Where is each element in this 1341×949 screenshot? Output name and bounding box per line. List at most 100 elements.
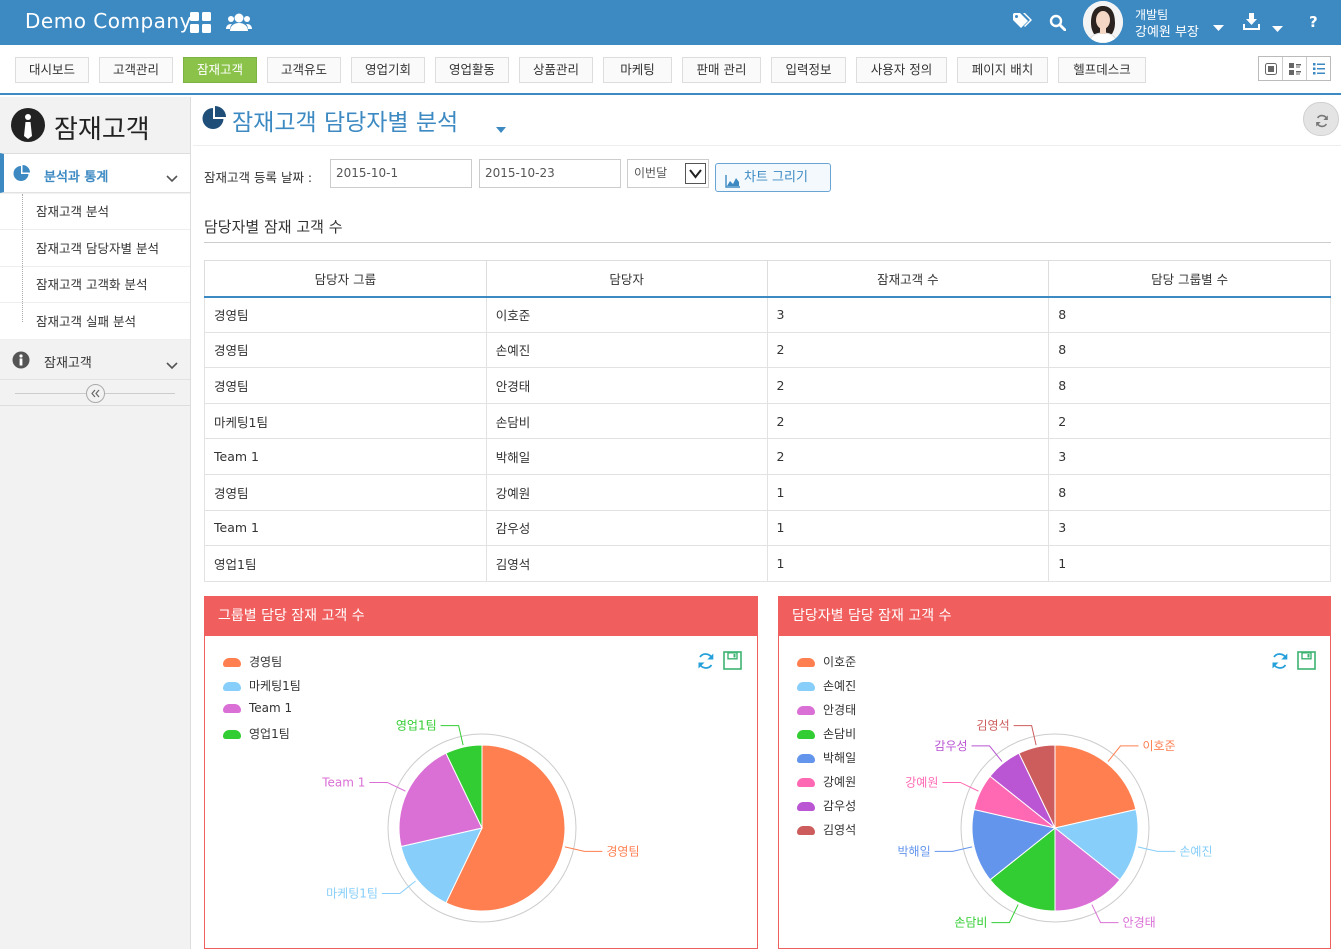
sidebar-section-analytics[interactable]: 분석과 통계 xyxy=(0,153,190,193)
legend-item[interactable]: 마케팅1팀 xyxy=(223,677,301,694)
legend-item[interactable]: 손담비 xyxy=(797,725,856,742)
pie-slice[interactable] xyxy=(1018,744,1056,829)
legend-item[interactable]: 감우성 xyxy=(797,797,856,814)
sidebar-item-lead-by-owner[interactable]: 잠재고객 담당자별 분석 xyxy=(0,230,190,267)
group-count-cell: 8 xyxy=(1048,473,1331,511)
single-view-icon[interactable] xyxy=(1259,57,1283,80)
legend-item[interactable]: 강예원 xyxy=(797,773,856,790)
legend-label: 안경태 xyxy=(823,703,857,717)
save-icon[interactable] xyxy=(723,651,742,674)
download-menu-caret-icon[interactable] xyxy=(1272,18,1283,37)
pie-slice[interactable] xyxy=(989,826,1056,912)
owner-cell: 박해일 xyxy=(485,438,768,475)
legend-item[interactable]: 김영석 xyxy=(797,821,856,838)
pie-slice[interactable] xyxy=(445,744,483,829)
column-header-owner[interactable]: 담당자 xyxy=(485,260,768,298)
menu-tab-leads[interactable]: 잠재고객 xyxy=(183,57,257,83)
table-row[interactable]: Team 1 박해일 2 3 xyxy=(204,438,1331,475)
pie-slice[interactable] xyxy=(1054,744,1137,829)
pie-slice[interactable] xyxy=(445,744,566,912)
brand-name[interactable]: Demo Company xyxy=(25,9,192,33)
table-row[interactable]: 마케팅1팀 손담비 2 2 xyxy=(204,402,1331,440)
legend-item[interactable]: Team 1 xyxy=(223,701,292,715)
end-date-input[interactable]: 2015-10-23 xyxy=(479,159,621,188)
sidebar-item-lead-analysis[interactable]: 잠재고객 분석 xyxy=(0,194,190,230)
user-avatar[interactable] xyxy=(1083,1,1123,43)
menu-tab-user-defined[interactable]: 사용자 정의 xyxy=(856,57,947,83)
legend-item[interactable]: 이호준 xyxy=(797,653,856,670)
save-icon[interactable] xyxy=(1297,651,1316,674)
table-row[interactable]: 경영팀 안경태 2 8 xyxy=(204,367,1331,404)
info-icon xyxy=(12,351,30,373)
group-cell: 영업1팀 xyxy=(204,545,487,582)
period-select-value: 이번달 xyxy=(634,166,668,180)
pie-slice[interactable] xyxy=(971,808,1057,881)
download-icon[interactable] xyxy=(1243,13,1260,34)
tile-view-icon[interactable] xyxy=(1283,57,1307,80)
menu-tab-helpdesk[interactable]: 헬프데스크 xyxy=(1058,57,1146,83)
users-icon[interactable] xyxy=(226,12,252,36)
sidebar-section-leads[interactable]: 잠재고객 xyxy=(0,340,190,380)
pie-label-line xyxy=(934,846,973,852)
menu-tab-opportunities[interactable]: 영업기회 xyxy=(351,57,425,83)
legend-label: 강예원 xyxy=(823,775,857,789)
sidebar-item-lead-conversion[interactable]: 잠재고객 고객화 분석 xyxy=(0,267,190,303)
tags-icon[interactable] xyxy=(1013,13,1032,34)
menu-tab-customers[interactable]: 고객관리 xyxy=(99,57,173,83)
start-date-input[interactable]: 2015-10-1 xyxy=(330,159,472,188)
legend-item[interactable]: 경영팀 xyxy=(223,653,282,670)
table-row[interactable]: Team 1 감우성 1 3 xyxy=(204,509,1331,547)
column-header-group-count[interactable]: 담당 그룹별 수 xyxy=(1048,260,1331,298)
help-icon[interactable]: ? xyxy=(1309,13,1319,34)
legend-label: 이호준 xyxy=(823,655,857,669)
menu-tab-input-info[interactable]: 입력정보 xyxy=(771,57,846,83)
menu-tab-customer-induction[interactable]: 고객유도 xyxy=(267,57,341,83)
title-dropdown-caret-icon[interactable] xyxy=(496,118,506,137)
table-header-row: 담당자 그룹 담당자 잠재고객 수 담당 그룹별 수 xyxy=(204,260,1331,298)
user-menu-caret-icon[interactable] xyxy=(1213,17,1224,36)
menu-tab-page-layout[interactable]: 페이지 배치 xyxy=(957,57,1048,83)
panel-title: 담당자별 담당 잠재 고객 수 xyxy=(779,597,1330,636)
pie-slice[interactable] xyxy=(1053,808,1139,881)
user-name[interactable]: 강예원 부장 xyxy=(1135,25,1199,40)
menu-tab-marketing[interactable]: 마케팅 xyxy=(603,57,672,83)
owner-cell: 안경태 xyxy=(485,367,768,404)
pie-slice[interactable] xyxy=(1054,826,1121,912)
column-header-group[interactable]: 담당자 그룹 xyxy=(204,260,487,298)
collapse-sidebar-icon[interactable] xyxy=(86,384,105,407)
dashboard-grid-icon[interactable] xyxy=(190,12,211,37)
list-view-icon[interactable] xyxy=(1307,57,1330,80)
menu-tab-sales-management[interactable]: 판매 관리 xyxy=(682,57,761,83)
info-tie-icon xyxy=(10,107,46,147)
legend-swatch xyxy=(223,658,241,667)
sidebar-item-lead-failure[interactable]: 잠재고객 실패 분석 xyxy=(0,303,190,340)
pie-slice-label: 강예원 xyxy=(905,775,938,789)
refresh-icon[interactable] xyxy=(1271,652,1289,674)
refresh-page-button[interactable] xyxy=(1303,102,1339,136)
draw-chart-button[interactable]: 차트 그리기 xyxy=(715,163,831,192)
chevron-down-icon[interactable] xyxy=(685,163,706,184)
search-icon[interactable] xyxy=(1049,14,1067,35)
legend-label: 경영팀 xyxy=(249,655,283,669)
refresh-icon[interactable] xyxy=(697,652,715,674)
group-count-cell: 1 xyxy=(1048,545,1331,582)
menu-tab-products[interactable]: 상품관리 xyxy=(519,57,593,83)
table-row[interactable]: 경영팀 이호준 3 8 xyxy=(204,296,1331,333)
table-row[interactable]: 경영팀 손예진 2 8 xyxy=(204,331,1331,369)
pie-slice-label: 손담비 xyxy=(954,916,987,930)
period-select[interactable]: 이번달 xyxy=(627,159,709,188)
page-title[interactable]: 잠재고객 담당자별 분석 xyxy=(232,110,459,136)
column-header-lead-count[interactable]: 잠재고객 수 xyxy=(766,260,1050,298)
table-row[interactable]: 영업1팀 김영석 1 1 xyxy=(204,545,1331,582)
group-cell: Team 1 xyxy=(204,438,487,475)
legend-item[interactable]: 영업1팀 xyxy=(223,725,290,742)
pie-slice[interactable] xyxy=(400,827,483,904)
legend-item[interactable]: 박해일 xyxy=(797,749,856,766)
legend-item[interactable]: 손예진 xyxy=(797,677,856,694)
pie-slice-label: 안경태 xyxy=(1123,916,1156,930)
table-row[interactable]: 경영팀 강예원 1 8 xyxy=(204,473,1331,511)
legend-item[interactable]: 안경태 xyxy=(797,701,856,718)
menu-tab-dashboard[interactable]: 대시보드 xyxy=(15,57,89,83)
pie-slice[interactable] xyxy=(398,752,483,848)
menu-tab-sales-activities[interactable]: 영업활동 xyxy=(435,57,509,83)
